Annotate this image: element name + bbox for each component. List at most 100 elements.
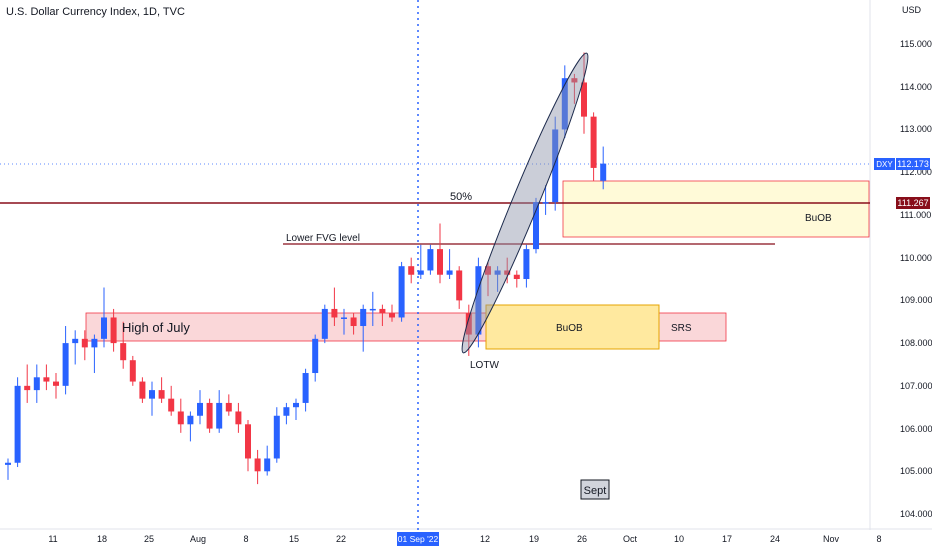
candle-body: [446, 270, 453, 275]
candle-body: [139, 381, 146, 399]
candle-body: [43, 377, 50, 382]
candle-body: [408, 266, 415, 275]
price-tick: 109.000: [900, 295, 932, 305]
candle-body: [149, 390, 155, 399]
candle-body: [494, 270, 501, 275]
time-tick: Aug: [190, 534, 206, 544]
candle-body: [216, 402, 223, 429]
time-highlight-box: [397, 532, 439, 546]
srs-zone: [658, 312, 727, 342]
candle-body: [427, 249, 434, 271]
time-tick: 8: [876, 534, 881, 544]
time-tick: 12: [480, 534, 490, 544]
srs-label: SRS: [671, 323, 692, 334]
candle-body: [513, 274, 520, 280]
price-scale[interactable]: 115.000 114.000 113.000 112.000 111.000 …: [900, 39, 932, 519]
candle-body: [273, 415, 280, 459]
price-tick: 110.000: [900, 253, 932, 263]
time-tick: 26: [577, 534, 587, 544]
candle-body: [129, 360, 136, 382]
candle-body: [571, 78, 578, 83]
candle-body: [542, 202, 549, 204]
candle-body: [101, 317, 107, 339]
candle-body: [91, 338, 98, 348]
time-tick: 22: [336, 534, 346, 544]
price-tick: 104.000: [900, 509, 932, 519]
time-tick: 15: [289, 534, 299, 544]
candle-body: [62, 343, 69, 386]
candle-body: [206, 402, 213, 429]
time-highlight-text: 01 Sep '22: [398, 534, 439, 544]
line-price-text: 111.267: [897, 198, 928, 208]
price-tick: 111.000: [900, 210, 931, 220]
time-tick: Nov: [823, 534, 840, 544]
high-of-july-label: High of July: [122, 320, 190, 335]
symbol-tag: [874, 158, 895, 170]
chart-title: U.S. Dollar Currency Index, 1D, TVC: [6, 6, 185, 18]
candle-body: [158, 390, 165, 399]
time-tick: 19: [529, 534, 539, 544]
sept-label: Sept: [584, 485, 607, 497]
price-tick: 108.000: [900, 338, 932, 348]
candle-body: [561, 78, 568, 130]
candle-body: [417, 270, 424, 275]
time-tick: 18: [97, 534, 107, 544]
candle-body: [485, 266, 491, 275]
fifty-percent-label: 50%: [450, 191, 472, 203]
candle-body: [475, 266, 482, 335]
price-tick: 113.000: [900, 124, 932, 134]
candle-body: [360, 308, 367, 327]
last-price-text: 112.173: [897, 159, 929, 169]
time-tick: 17: [722, 534, 732, 544]
candle-body: [590, 116, 597, 168]
buob-upper-zone: [562, 180, 870, 238]
candle-body: [72, 338, 79, 344]
candle-body: [465, 313, 472, 335]
buob-upper-label: BuOB: [805, 213, 832, 224]
sept-label-box: [580, 479, 610, 500]
candle-body: [600, 163, 607, 181]
lotw-label: LOTW: [470, 360, 499, 371]
candle-body: [293, 402, 299, 408]
candle-body: [120, 343, 127, 361]
candle-body: [197, 402, 203, 416]
high-of-july-zone: [85, 312, 487, 342]
price-tick: 115.000: [900, 39, 932, 49]
time-tick: 11: [48, 534, 57, 544]
price-tick: 107.000: [900, 381, 932, 391]
candles: [5, 52, 607, 485]
time-scale[interactable]: 11 18 25 Aug 8 15 22 01 Sep '22 12 19 26…: [48, 532, 882, 546]
price-tick: 105.000: [900, 466, 932, 476]
candle-body: [552, 129, 559, 203]
candle-body: [523, 249, 530, 280]
candle-body: [369, 308, 376, 311]
time-tick: 8: [243, 534, 248, 544]
candle-body: [379, 308, 386, 314]
candle-body: [331, 308, 338, 318]
candle-body: [53, 381, 59, 386]
candle-body: [225, 402, 232, 412]
time-tick: Oct: [623, 534, 638, 544]
candle-body: [398, 266, 405, 318]
candle-body: [5, 462, 11, 465]
candle-body: [168, 398, 175, 412]
candle-body: [245, 424, 251, 459]
symbol-tag-text: DXY: [876, 160, 893, 169]
last-price-tag: [896, 158, 930, 170]
candle-body: [302, 373, 309, 403]
lower-fvg-label: Lower FVG level: [286, 233, 360, 244]
candle-body: [504, 270, 511, 275]
candle-body: [81, 338, 88, 348]
time-tick: 25: [144, 534, 154, 544]
price-tick: 106.000: [900, 424, 932, 434]
candle-body: [389, 313, 395, 318]
currency-label: USD: [902, 5, 922, 15]
candle-body: [321, 308, 328, 339]
candle-body: [187, 415, 194, 425]
candle-body: [24, 385, 31, 391]
candle-body: [581, 82, 587, 117]
impulse-ellipse: [461, 52, 589, 354]
candle-body: [264, 458, 271, 472]
buob-lower-label: BuOB: [556, 323, 583, 334]
candle-body: [350, 317, 357, 327]
